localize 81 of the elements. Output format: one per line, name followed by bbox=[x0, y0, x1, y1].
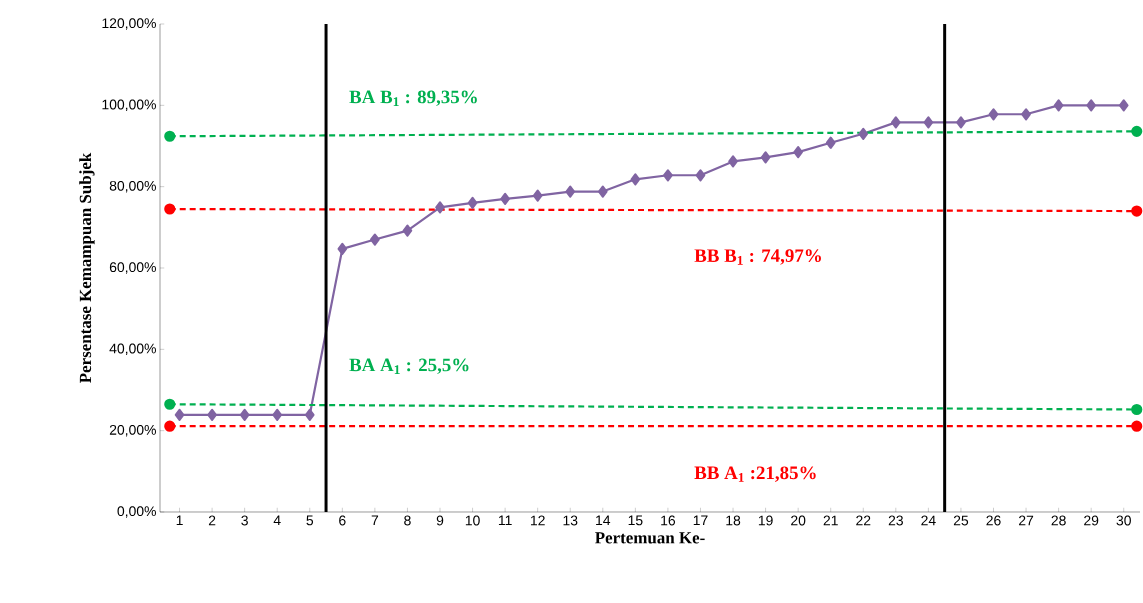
point bbox=[1021, 108, 1031, 121]
point bbox=[695, 169, 706, 182]
x-tick-label: 17 bbox=[693, 515, 708, 526]
x-tick-label: 10 bbox=[465, 515, 480, 526]
text: BB A$_{1}$ :21,85% bbox=[694, 466, 816, 482]
point bbox=[1131, 125, 1143, 137]
point bbox=[1131, 205, 1143, 217]
point bbox=[239, 408, 250, 421]
point bbox=[1131, 403, 1143, 416]
point bbox=[760, 151, 771, 164]
point bbox=[337, 242, 348, 255]
point bbox=[890, 116, 901, 129]
x-tick-label: 1 bbox=[176, 515, 183, 526]
point bbox=[858, 127, 869, 140]
point bbox=[370, 233, 380, 246]
x-tick-label: 27 bbox=[1019, 515, 1034, 526]
x-tick-label: 18 bbox=[726, 515, 741, 526]
x-tick-label: 29 bbox=[1084, 515, 1099, 526]
x-tick-label: 30 bbox=[1116, 515, 1131, 526]
point bbox=[1131, 420, 1143, 432]
x-tick-label: 4 bbox=[273, 515, 281, 526]
x-tick-label: 26 bbox=[986, 515, 1001, 526]
x-tick-label: 6 bbox=[339, 515, 346, 526]
x-tick-label: 25 bbox=[953, 515, 969, 526]
x-tick-label: 24 bbox=[921, 515, 936, 526]
point bbox=[402, 224, 413, 237]
x-tick-label: 21 bbox=[823, 515, 838, 526]
x-tick-label: 28 bbox=[1051, 515, 1066, 526]
point bbox=[1053, 99, 1064, 112]
point bbox=[272, 408, 283, 421]
point bbox=[164, 203, 176, 215]
x-tick-label: 8 bbox=[404, 515, 411, 526]
x-tick-label: 12 bbox=[530, 515, 545, 526]
point bbox=[1118, 99, 1129, 112]
point bbox=[164, 420, 176, 432]
x-axis-title: Pertemuan Ke- bbox=[595, 532, 705, 544]
point bbox=[164, 398, 176, 410]
point bbox=[565, 185, 576, 198]
point bbox=[467, 196, 478, 210]
point bbox=[207, 408, 217, 421]
y-tick-label: 80,00% bbox=[109, 180, 156, 193]
x-tick-label: 19 bbox=[758, 515, 773, 526]
point bbox=[988, 108, 999, 121]
point bbox=[630, 173, 641, 186]
y-tick-label: 0,00% bbox=[117, 506, 156, 518]
series-label: BA B$_{1}$ : 89,35% bbox=[349, 90, 477, 107]
y-tick-label: 60,00% bbox=[109, 262, 156, 274]
y-tick-label: 100,00% bbox=[102, 99, 156, 112]
y-tick-label: 20,00% bbox=[109, 424, 156, 437]
text: BB B$_{1}$ : 74,97% bbox=[694, 249, 821, 265]
point bbox=[174, 408, 185, 421]
point bbox=[597, 185, 608, 198]
point bbox=[532, 189, 543, 202]
x-tick-label: 11 bbox=[498, 515, 512, 526]
x-tick-label: 20 bbox=[791, 515, 806, 526]
x-tick-label: 15 bbox=[628, 515, 643, 526]
point bbox=[793, 146, 803, 159]
x-tick-label: 7 bbox=[371, 515, 379, 526]
x-tick-label: 3 bbox=[241, 515, 248, 526]
x-tick-label: 16 bbox=[661, 515, 676, 526]
y-axis-title: Persentase Kemampuan Subjek bbox=[79, 152, 95, 383]
x-tick-label: 5 bbox=[306, 515, 314, 526]
point bbox=[728, 155, 738, 168]
point bbox=[923, 116, 934, 129]
point bbox=[825, 136, 836, 149]
point bbox=[663, 169, 673, 182]
x-tick-label: 23 bbox=[888, 515, 903, 526]
y-tick-label: 120,00% bbox=[102, 18, 156, 30]
series-label: BA A$_{1}$ : 25,5% bbox=[349, 358, 469, 375]
x-tick-label: 13 bbox=[563, 515, 578, 526]
x-tick-label: 2 bbox=[208, 515, 216, 526]
point bbox=[500, 192, 510, 205]
point bbox=[956, 116, 966, 129]
x-tick-label: 9 bbox=[436, 515, 444, 526]
point bbox=[164, 130, 176, 142]
y-tick-label: 40,00% bbox=[109, 343, 156, 356]
point bbox=[304, 408, 315, 421]
x-tick-label: 14 bbox=[596, 515, 611, 526]
point bbox=[1086, 99, 1097, 112]
point bbox=[435, 201, 445, 214]
x-tick-label: 22 bbox=[856, 515, 871, 526]
